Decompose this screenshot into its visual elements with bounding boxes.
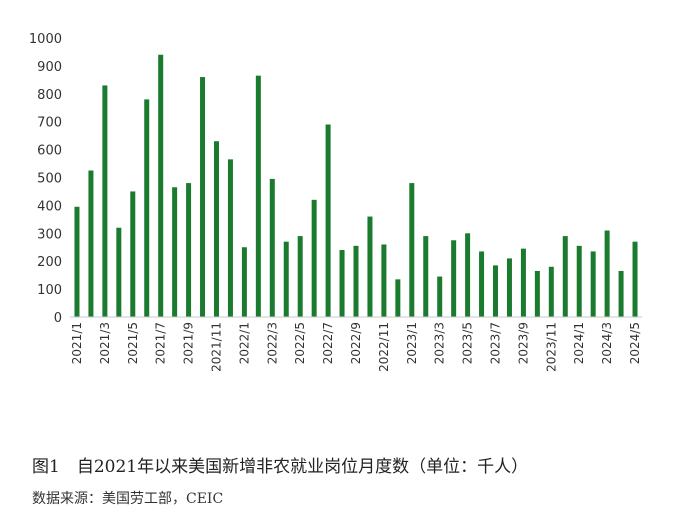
x-tick-label: 2021/5 bbox=[126, 322, 140, 364]
bar-2021-1 bbox=[74, 206, 80, 317]
bar-2024-3 bbox=[604, 230, 610, 317]
figure-caption: 图1 自2021年以来美国新增非农就业岗位月度数（单位：千人） bbox=[32, 457, 529, 477]
y-axis: 0 100 200 300 400 500 600 700 800 900 1000 bbox=[29, 32, 62, 326]
x-tick-label: 2022/11 bbox=[377, 322, 391, 372]
bar-2023-9 bbox=[520, 248, 526, 317]
y-tick-label: 200 bbox=[37, 255, 62, 270]
y-tick-label: 600 bbox=[37, 144, 62, 159]
bar-2023-6 bbox=[479, 251, 485, 317]
bar-2022-6 bbox=[311, 199, 317, 317]
x-tick-label: 2023/11 bbox=[544, 322, 558, 372]
y-tick-label: 800 bbox=[37, 88, 62, 103]
x-tick-label: 2022/7 bbox=[321, 322, 335, 364]
bar-2023-8 bbox=[506, 258, 512, 317]
bar-2021-9 bbox=[186, 183, 192, 317]
bar-2023-11 bbox=[548, 266, 554, 317]
bar-2021-5 bbox=[130, 191, 136, 317]
bar-2023-12 bbox=[562, 236, 568, 317]
bar-2021-7 bbox=[158, 54, 164, 318]
bar-2021-2 bbox=[88, 170, 94, 317]
bar-2022-8 bbox=[339, 250, 345, 317]
bar-2023-5 bbox=[465, 233, 471, 317]
bar-2021-6 bbox=[144, 99, 150, 317]
x-tick-label: 2022/5 bbox=[293, 322, 307, 364]
bar-2024-5 bbox=[632, 241, 638, 317]
bar-2021-8 bbox=[172, 187, 178, 317]
x-tick-label: 2021/3 bbox=[98, 322, 112, 364]
y-tick-label: 400 bbox=[37, 199, 62, 214]
bar-2022-2 bbox=[255, 75, 261, 317]
bar-2024-4 bbox=[618, 270, 624, 317]
bar-2021-11 bbox=[213, 141, 219, 317]
bar-2022-1 bbox=[241, 247, 247, 317]
x-tick-label: 2021/1 bbox=[70, 322, 84, 364]
bar-2023-4 bbox=[451, 240, 457, 317]
y-tick-label: 500 bbox=[37, 172, 62, 187]
x-tick-label: 2021/11 bbox=[209, 322, 223, 372]
x-tick-label: 2022/9 bbox=[349, 322, 363, 364]
y-tick-label: 300 bbox=[37, 227, 62, 242]
x-tick-label: 2023/1 bbox=[405, 322, 419, 364]
x-tick-label: 2021/9 bbox=[182, 322, 196, 364]
bar-2023-2 bbox=[423, 236, 429, 317]
bar-2022-12 bbox=[395, 279, 401, 317]
y-tick-label: 100 bbox=[37, 283, 62, 298]
bars bbox=[74, 54, 638, 318]
bar-2021-4 bbox=[116, 227, 122, 317]
x-tick-label: 2022/3 bbox=[265, 322, 279, 364]
bar-2022-5 bbox=[297, 236, 303, 317]
bar-2022-7 bbox=[325, 124, 331, 318]
x-tick-label: 2023/7 bbox=[489, 322, 503, 364]
bar-2021-12 bbox=[227, 159, 233, 317]
x-tick-label: 2023/3 bbox=[433, 322, 447, 364]
x-tick-label: 2024/5 bbox=[628, 322, 642, 364]
y-tick-label: 700 bbox=[37, 116, 62, 131]
bar-2022-9 bbox=[353, 245, 359, 317]
bar-2022-10 bbox=[367, 216, 373, 317]
bar-2022-11 bbox=[381, 244, 387, 317]
bar-2024-1 bbox=[576, 245, 582, 317]
bar-2023-1 bbox=[409, 183, 415, 317]
bar-2024-2 bbox=[590, 251, 596, 317]
bar-2021-10 bbox=[200, 77, 206, 317]
data-source-note: 数据来源：美国劳工部，CEIC bbox=[32, 491, 224, 507]
y-tick-label: 900 bbox=[37, 60, 62, 75]
x-tick-label: 2021/7 bbox=[154, 322, 168, 364]
bar-2021-3 bbox=[102, 85, 108, 318]
bar-2023-7 bbox=[493, 265, 499, 317]
y-tick-label: 0 bbox=[54, 311, 62, 326]
bar-2023-10 bbox=[534, 270, 540, 317]
bar-2022-3 bbox=[269, 178, 275, 317]
x-axis: 2021/1 2021/3 2021/5 2021/7 2021/9 2021/11 202… bbox=[70, 316, 642, 372]
bar-2022-4 bbox=[283, 241, 289, 317]
x-tick-label: 2022/1 bbox=[237, 322, 251, 364]
x-tick-label: 2023/9 bbox=[516, 322, 530, 364]
x-tick-label: 2024/1 bbox=[572, 322, 586, 364]
y-tick-label: 1000 bbox=[29, 32, 62, 47]
x-tick-label: 2023/5 bbox=[461, 322, 475, 364]
x-tick-label: 2024/3 bbox=[600, 322, 614, 364]
bar-2023-3 bbox=[437, 276, 443, 317]
